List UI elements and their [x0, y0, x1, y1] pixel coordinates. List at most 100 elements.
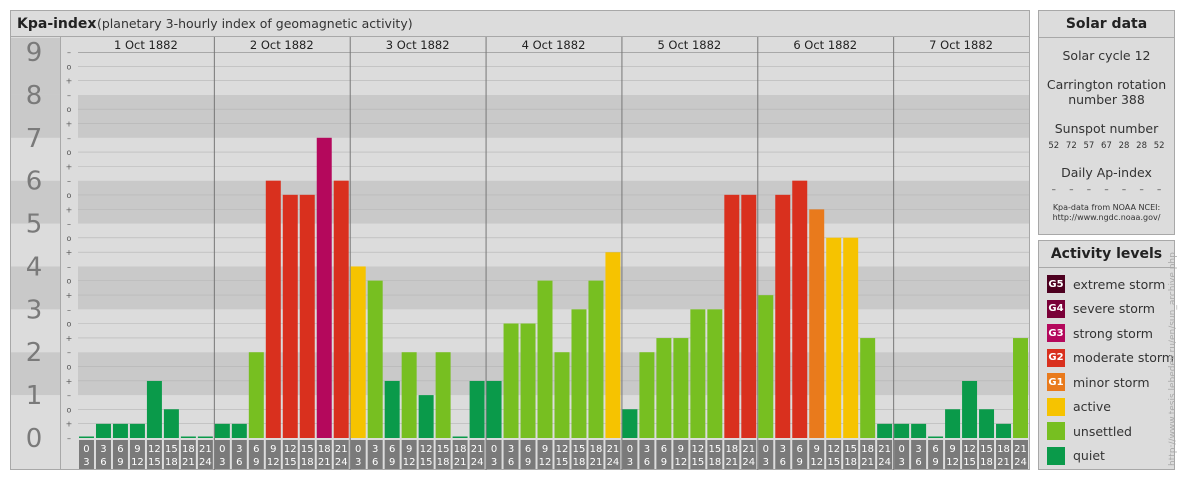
bar [299, 194, 315, 438]
hour-end-label: 21 [997, 457, 1010, 468]
hour-start-label: 0 [898, 444, 904, 455]
day-label: 4 Oct 1882 [522, 38, 586, 52]
bar [333, 180, 349, 438]
legend-item: G2 moderate storm [1039, 346, 1174, 371]
hour-cell [214, 440, 230, 469]
hour-end-label: 3 [898, 457, 904, 468]
credit-line-1: Kpa-data from NOAA NCEI: [1052, 203, 1161, 212]
hour-start-label: 3 [236, 444, 242, 455]
plot-band-4 [78, 223, 1029, 267]
legend-swatch: G3 [1047, 324, 1065, 343]
sunspot-value: 52 [1153, 141, 1165, 151]
hour-start-label: 3 [915, 444, 921, 455]
hour-cell [707, 440, 723, 469]
hour-start-label: 18 [318, 444, 331, 455]
hour-start-label: 9 [949, 444, 955, 455]
bar [758, 295, 774, 438]
bar [79, 436, 94, 438]
hour-end-label: 15 [827, 457, 840, 468]
hour-start-label: 21 [878, 444, 891, 455]
hour-start-label: 21 [607, 444, 620, 455]
hour-start-label: 15 [573, 444, 586, 455]
legend-item: G1 minor storm [1039, 370, 1174, 395]
sunspot-label: Sunspot number [1054, 121, 1159, 136]
hour-cell [350, 440, 366, 469]
legend-label: strong storm [1073, 325, 1153, 341]
minor-tick-label: o [67, 148, 72, 157]
hour-start-label: 12 [420, 444, 433, 455]
hour-cell [129, 440, 145, 469]
bar [656, 338, 672, 438]
legend-swatch: G4 [1047, 299, 1065, 318]
legend-item: G3 strong storm [1039, 321, 1174, 346]
hour-end-label: 9 [797, 457, 803, 468]
hour-cell [877, 440, 893, 469]
sunspot-value: 57 [1083, 141, 1095, 151]
y-band-5 [11, 180, 60, 224]
activity-levels-panel: Activity levels G5 extreme storm G4 severe … [1038, 240, 1175, 470]
hour-start-label: 3 [780, 444, 786, 455]
hour-end-label: 12 [131, 457, 144, 468]
watermark: http://www.tesis.lebedev.ru/en/sun_archi… [1168, 252, 1178, 466]
minor-tick-label: o [67, 277, 72, 286]
hour-cell [622, 440, 638, 469]
hour-cell [146, 440, 162, 469]
day-label: 7 Oct 1882 [929, 38, 993, 52]
hour-start-label: 21 [199, 444, 212, 455]
hour-end-label: 12 [539, 457, 552, 468]
hour-end-label: 9 [389, 457, 395, 468]
bar [248, 352, 264, 438]
minor-tick-label: – [67, 177, 71, 186]
hour-start-label: 15 [437, 444, 450, 455]
hour-start-label: 18 [997, 444, 1010, 455]
ap-value: – [1069, 185, 1074, 195]
hour-start-label: 3 [508, 444, 514, 455]
bar [707, 309, 723, 438]
hour-start-label: 21 [1014, 444, 1027, 455]
hour-cell [843, 440, 859, 469]
activity-levels-title: Activity levels [1039, 241, 1174, 268]
hour-start-label: 3 [100, 444, 106, 455]
hour-start-label: 6 [932, 444, 938, 455]
hour-start-label: 12 [284, 444, 297, 455]
hour-end-label: 12 [810, 457, 823, 468]
bar [503, 323, 519, 438]
plot-band-7 [78, 94, 1029, 138]
hour-cell [945, 440, 961, 469]
bar [231, 423, 247, 438]
bar [911, 423, 927, 438]
bar [945, 409, 961, 438]
bar [112, 423, 128, 438]
minor-tick-label: o [67, 363, 72, 372]
hour-cell [333, 440, 349, 469]
hour-cell [673, 440, 689, 469]
hour-cell [758, 440, 774, 469]
chart-subtitle: (planetary 3-hourly index of geomagnetic… [97, 16, 413, 31]
hour-cell [520, 440, 536, 469]
legend-label: minor storm [1073, 374, 1150, 390]
bar [979, 409, 995, 438]
ap-value: – [1086, 185, 1092, 195]
hour-cell [605, 440, 621, 469]
hour-start-label: 18 [725, 444, 738, 455]
hour-cell [95, 440, 111, 469]
hour-end-label: 21 [725, 457, 738, 468]
hour-start-label: 15 [708, 444, 721, 455]
hour-cell [809, 440, 825, 469]
bar [741, 194, 757, 438]
hour-start-label: 6 [253, 444, 259, 455]
minor-tick-label: + [66, 377, 73, 386]
hour-end-label: 9 [932, 457, 938, 468]
y-tick-label: 7 [26, 124, 43, 154]
hour-start-label: 0 [355, 444, 361, 455]
minor-tick-label: – [67, 48, 71, 57]
hour-end-label: 15 [148, 457, 161, 468]
hour-cell [894, 440, 910, 469]
hour-cell [775, 440, 791, 469]
minor-tick-label: – [67, 91, 71, 100]
y-band-0-ext [11, 395, 60, 469]
hour-start-label: 21 [742, 444, 755, 455]
y-band-1 [11, 352, 60, 396]
hour-end-label: 24 [878, 457, 891, 468]
